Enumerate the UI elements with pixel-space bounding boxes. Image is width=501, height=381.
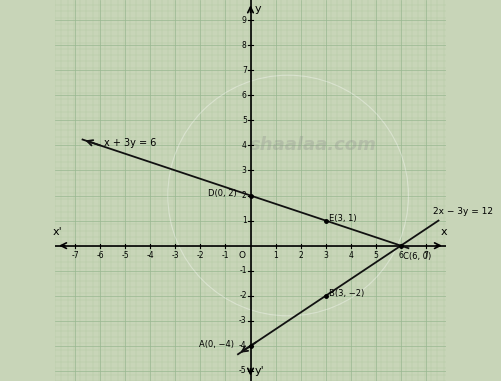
Text: C(6, 0): C(6, 0) bbox=[403, 253, 432, 261]
Text: -2: -2 bbox=[196, 251, 204, 260]
Text: -3: -3 bbox=[171, 251, 179, 260]
Text: 5: 5 bbox=[373, 251, 378, 260]
Text: 6: 6 bbox=[242, 91, 246, 100]
Text: y': y' bbox=[255, 366, 265, 376]
Text: x: x bbox=[440, 227, 447, 237]
Text: 5: 5 bbox=[242, 116, 246, 125]
Text: 3: 3 bbox=[242, 166, 246, 175]
Text: 3: 3 bbox=[323, 251, 328, 260]
Text: 6: 6 bbox=[398, 251, 403, 260]
Text: 1: 1 bbox=[273, 251, 278, 260]
Text: 4: 4 bbox=[242, 141, 246, 150]
Text: 7: 7 bbox=[423, 251, 428, 260]
Text: 2x − 3y = 12: 2x − 3y = 12 bbox=[433, 207, 493, 216]
Text: x + 3y = 6: x + 3y = 6 bbox=[104, 138, 156, 148]
Text: -4: -4 bbox=[239, 341, 246, 351]
Text: x': x' bbox=[53, 227, 62, 237]
Text: 4: 4 bbox=[348, 251, 353, 260]
Text: -6: -6 bbox=[96, 251, 104, 260]
Text: B(3, −2): B(3, −2) bbox=[330, 289, 365, 298]
Text: E(3, 1): E(3, 1) bbox=[330, 214, 357, 223]
Text: -3: -3 bbox=[239, 316, 246, 325]
Text: 2: 2 bbox=[242, 191, 246, 200]
Text: -1: -1 bbox=[239, 266, 246, 275]
Text: -1: -1 bbox=[221, 251, 229, 260]
Text: D(0, 2): D(0, 2) bbox=[208, 189, 236, 197]
Text: 8: 8 bbox=[242, 41, 246, 50]
Text: shaalaa.com: shaalaa.com bbox=[249, 136, 377, 154]
Text: -5: -5 bbox=[239, 367, 246, 375]
Text: 1: 1 bbox=[242, 216, 246, 225]
Text: y: y bbox=[255, 4, 262, 14]
Text: A(0, −4): A(0, −4) bbox=[199, 340, 234, 349]
Text: -5: -5 bbox=[121, 251, 129, 260]
Text: -7: -7 bbox=[71, 251, 79, 260]
Text: 7: 7 bbox=[242, 66, 246, 75]
Text: -2: -2 bbox=[239, 291, 246, 300]
Text: O: O bbox=[239, 251, 246, 260]
Text: -4: -4 bbox=[146, 251, 154, 260]
Text: 9: 9 bbox=[242, 16, 246, 24]
Text: 2: 2 bbox=[298, 251, 303, 260]
